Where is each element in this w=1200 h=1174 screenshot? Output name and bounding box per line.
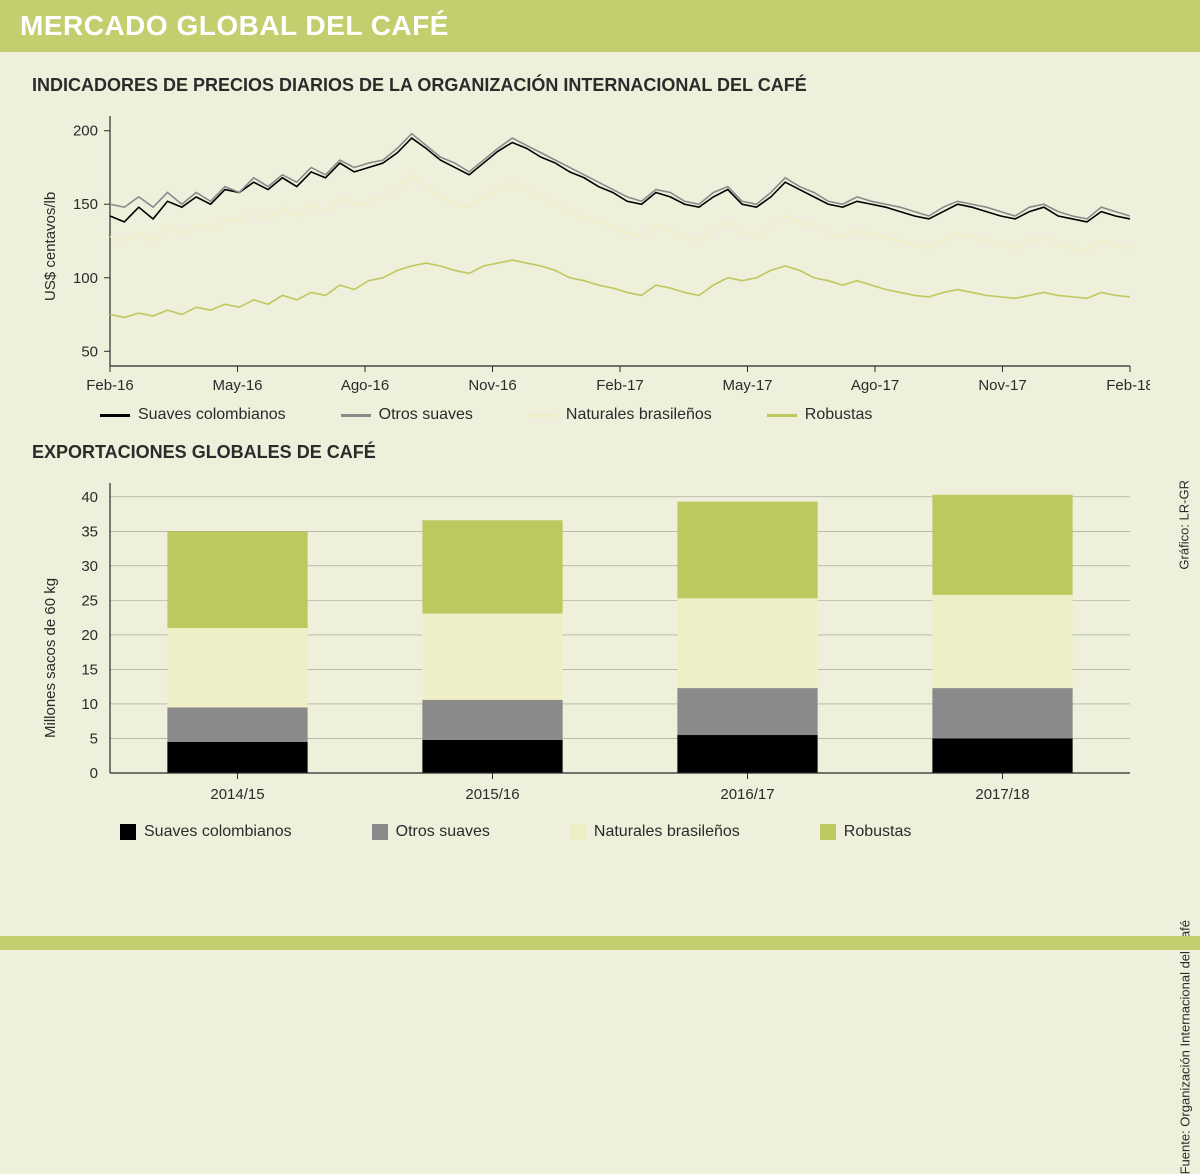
legend-label: Suaves colombianos bbox=[138, 406, 286, 424]
bar-chart-title: EXPORTACIONES GLOBALES DE CAFÉ bbox=[32, 442, 1170, 463]
svg-text:2015/16: 2015/16 bbox=[465, 786, 519, 803]
content: INDICADORES DE PRECIOS DIARIOS DE LA ORG… bbox=[0, 52, 1200, 841]
legend-item: Suaves colombianos bbox=[120, 823, 292, 841]
legend-swatch bbox=[767, 414, 797, 417]
legend-swatch bbox=[120, 824, 136, 840]
bar-chart: 0 5 10 15 20 25 30 35 40 2014/15 2015/16 2016/17 201… bbox=[30, 473, 1150, 813]
svg-text:25: 25 bbox=[81, 592, 98, 609]
credit-grafico: Gráfico: LR-GR bbox=[1177, 480, 1192, 570]
legend-label: Robustas bbox=[844, 823, 912, 841]
legend-swatch bbox=[570, 824, 586, 840]
svg-text:40: 40 bbox=[81, 489, 98, 506]
legend-item: Otros suaves bbox=[341, 406, 473, 424]
svg-text:2014/15: 2014/15 bbox=[210, 786, 264, 803]
svg-text:30: 30 bbox=[81, 558, 98, 575]
legend-swatch bbox=[820, 824, 836, 840]
credit-fuente: Fuente: Organización Internacional del C… bbox=[1177, 920, 1192, 1174]
svg-text:35: 35 bbox=[81, 523, 98, 540]
svg-text:5: 5 bbox=[90, 730, 98, 747]
footer-bar bbox=[0, 936, 1200, 950]
svg-text:May-16: May-16 bbox=[212, 377, 262, 394]
line-chart-title: INDICADORES DE PRECIOS DIARIOS DE LA ORG… bbox=[32, 75, 1170, 96]
legend-label: Robustas bbox=[805, 406, 873, 424]
svg-text:Ago-16: Ago-16 bbox=[341, 377, 389, 394]
svg-text:Ago-17: Ago-17 bbox=[851, 377, 899, 394]
bar-chart-wrap: Millones sacos de 60 kg 0 5 10 15 20 25 30 35 40… bbox=[30, 473, 1170, 813]
legend-swatch bbox=[341, 414, 371, 417]
svg-text:100: 100 bbox=[73, 270, 98, 287]
legend-item: Robustas bbox=[820, 823, 912, 841]
line-chart-ylabel: US$ centavos/lb bbox=[42, 192, 59, 301]
legend-label: Naturales brasileños bbox=[566, 406, 712, 424]
legend-item: Robustas bbox=[767, 406, 873, 424]
legend-item: Suaves colombianos bbox=[100, 406, 286, 424]
svg-text:Nov-16: Nov-16 bbox=[468, 377, 516, 394]
side-credits: Gráfico: LR-GR Fuente: Organización Inte… bbox=[1172, 320, 1192, 920]
legend-swatch bbox=[372, 824, 388, 840]
svg-text:150: 150 bbox=[73, 196, 98, 213]
svg-text:Feb-16: Feb-16 bbox=[86, 377, 134, 394]
line-chart: 50 100 150 200 Feb-16 May-16 Ago-16 Nov-16 Feb-1… bbox=[30, 106, 1150, 396]
svg-text:0: 0 bbox=[90, 765, 98, 782]
page-title: MERCADO GLOBAL DEL CAFÉ bbox=[20, 10, 449, 42]
line-chart-wrap: US$ centavos/lb 50 100 150 200 Feb-16 May-16 A… bbox=[30, 106, 1170, 396]
svg-text:2017/18: 2017/18 bbox=[975, 786, 1029, 803]
legend-label: Otros suaves bbox=[396, 823, 490, 841]
svg-text:Feb-18: Feb-18 bbox=[1106, 377, 1150, 394]
svg-text:2016/17: 2016/17 bbox=[720, 786, 774, 803]
svg-text:May-17: May-17 bbox=[722, 377, 772, 394]
svg-text:50: 50 bbox=[81, 343, 98, 360]
svg-text:15: 15 bbox=[81, 661, 98, 678]
bar-chart-ylabel: Millones sacos de 60 kg bbox=[42, 578, 59, 738]
legend-item: Naturales brasileños bbox=[570, 823, 740, 841]
svg-text:Feb-17: Feb-17 bbox=[596, 377, 644, 394]
bar-chart-legend: Suaves colombianos Otros suaves Naturales … bbox=[120, 823, 1170, 841]
line-chart-legend: Suaves colombianos Otros suaves Naturales … bbox=[100, 406, 1170, 424]
legend-swatch bbox=[528, 414, 558, 417]
svg-text:20: 20 bbox=[81, 627, 98, 644]
legend-item: Naturales brasileños bbox=[528, 406, 712, 424]
legend-swatch bbox=[100, 414, 130, 417]
svg-text:10: 10 bbox=[81, 696, 98, 713]
header-bar: MERCADO GLOBAL DEL CAFÉ bbox=[0, 0, 1200, 52]
legend-label: Otros suaves bbox=[379, 406, 473, 424]
svg-text:Nov-17: Nov-17 bbox=[978, 377, 1026, 394]
legend-label: Naturales brasileños bbox=[594, 823, 740, 841]
legend-label: Suaves colombianos bbox=[144, 823, 292, 841]
svg-text:200: 200 bbox=[73, 123, 98, 140]
legend-item: Otros suaves bbox=[372, 823, 490, 841]
